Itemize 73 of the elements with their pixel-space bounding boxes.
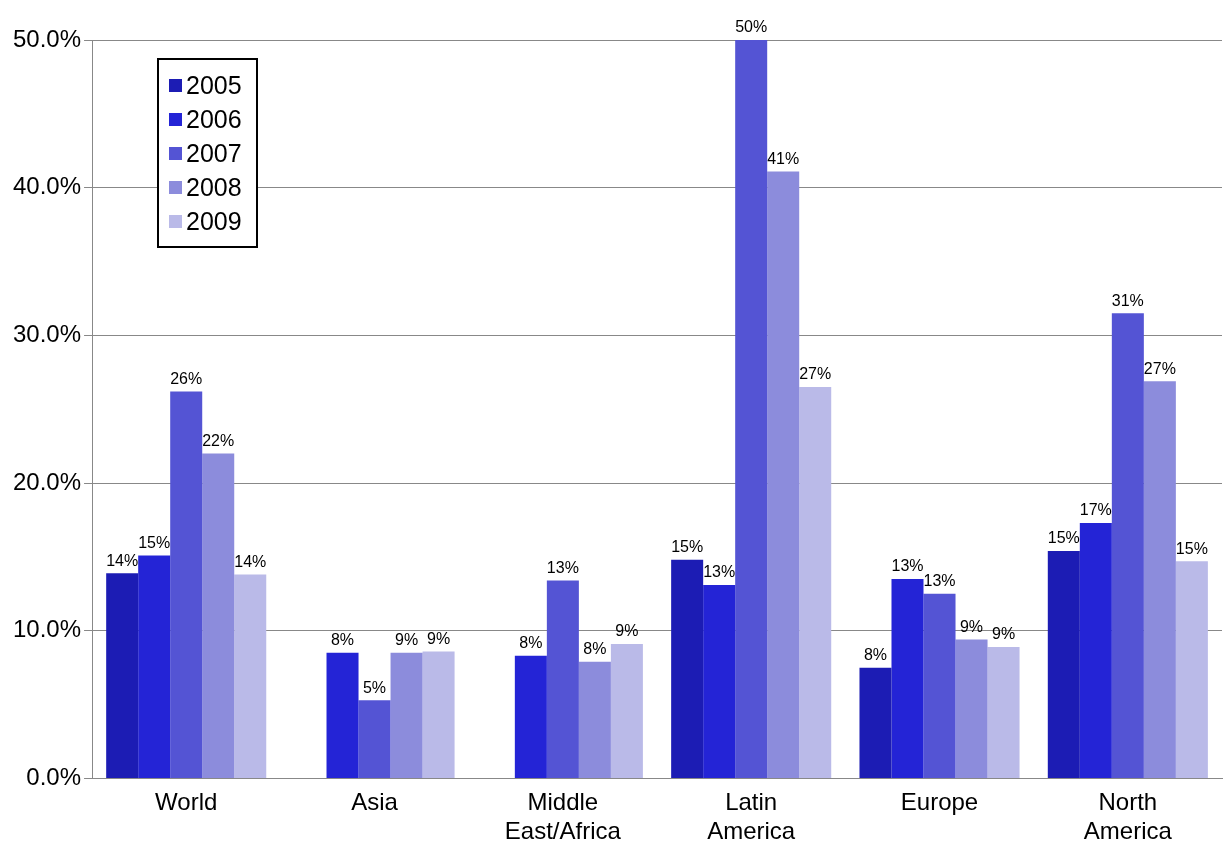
data-label: 9% <box>959 617 984 635</box>
data-label: 9% <box>427 629 451 647</box>
y-tick-label: 20.0% <box>12 467 82 495</box>
bar <box>202 453 235 778</box>
legend-label: 2005 <box>186 70 242 101</box>
bar <box>891 579 924 778</box>
legend-label: 2009 <box>186 206 242 237</box>
bar <box>170 391 203 778</box>
data-label: 13% <box>923 572 956 590</box>
data-label: 15% <box>138 533 171 551</box>
bar <box>1079 522 1112 778</box>
data-label: 22% <box>202 431 235 449</box>
bar <box>1143 381 1176 778</box>
bar <box>106 573 139 778</box>
data-label: 15% <box>671 538 704 556</box>
data-label: 14% <box>234 553 267 571</box>
y-tick-label: 50.0% <box>12 24 82 52</box>
bar <box>735 40 768 778</box>
bar <box>422 651 455 778</box>
legend-label: 2007 <box>186 138 242 169</box>
bar <box>358 700 391 778</box>
data-label: 13% <box>546 558 579 576</box>
data-label: 8% <box>583 640 607 658</box>
bar <box>1047 550 1080 778</box>
data-label: 9% <box>615 622 639 640</box>
y-tick-label: 10.0% <box>12 615 82 643</box>
x-tick-label: North America <box>1083 788 1173 845</box>
data-label: 50% <box>735 18 768 36</box>
bar <box>138 555 171 778</box>
x-tick-label: World <box>155 788 218 816</box>
y-tick-label: 40.0% <box>12 172 82 200</box>
data-label: 9% <box>394 631 419 649</box>
data-label: 9% <box>991 625 1016 643</box>
data-label: 8% <box>330 631 355 649</box>
legend-label: 2006 <box>186 104 242 135</box>
bar <box>546 580 579 778</box>
data-label: 14% <box>106 551 139 569</box>
bar <box>234 574 267 778</box>
bar <box>955 639 988 778</box>
y-tick-label: 0.0% <box>26 763 82 791</box>
bar <box>859 667 892 778</box>
x-tick-label: Latin America <box>707 788 796 845</box>
bar <box>671 559 704 778</box>
data-label: 5% <box>362 678 387 696</box>
legend-label: 2008 <box>186 172 242 203</box>
data-label: 17% <box>1079 501 1112 519</box>
data-label: 27% <box>1143 359 1176 377</box>
data-label: 15% <box>1047 529 1080 547</box>
data-label: 27% <box>799 365 832 383</box>
bar <box>923 593 956 778</box>
data-label: 8% <box>863 646 888 664</box>
data-label: 15% <box>1175 539 1208 557</box>
data-label: 31% <box>1111 291 1144 309</box>
data-label: 8% <box>519 634 543 652</box>
data-label: 41% <box>767 149 800 167</box>
x-tick-label: Europe <box>900 788 979 816</box>
data-label: 13% <box>703 563 736 581</box>
bar <box>987 646 1020 778</box>
data-label: 26% <box>170 369 203 387</box>
bar <box>578 661 611 778</box>
bar <box>610 644 643 778</box>
bar <box>326 652 359 778</box>
bar <box>767 171 800 778</box>
bar <box>514 655 547 778</box>
y-tick-label: 30.0% <box>12 319 82 347</box>
bar <box>799 387 832 778</box>
x-tick-label: Asia <box>351 788 399 816</box>
bar <box>1175 561 1208 778</box>
data-label: 13% <box>891 557 924 575</box>
bar <box>703 584 736 778</box>
bar <box>390 652 423 778</box>
x-tick-label: Middle East/Africa <box>504 788 622 845</box>
bar <box>1111 313 1144 778</box>
